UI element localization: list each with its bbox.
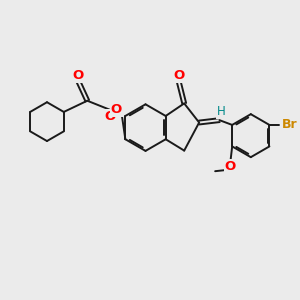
Text: O: O — [174, 69, 185, 82]
Text: Br: Br — [282, 118, 297, 131]
Text: H: H — [217, 105, 225, 118]
Text: O: O — [104, 110, 115, 123]
Text: O: O — [111, 103, 122, 116]
Text: O: O — [72, 69, 83, 82]
Text: O: O — [224, 160, 236, 172]
